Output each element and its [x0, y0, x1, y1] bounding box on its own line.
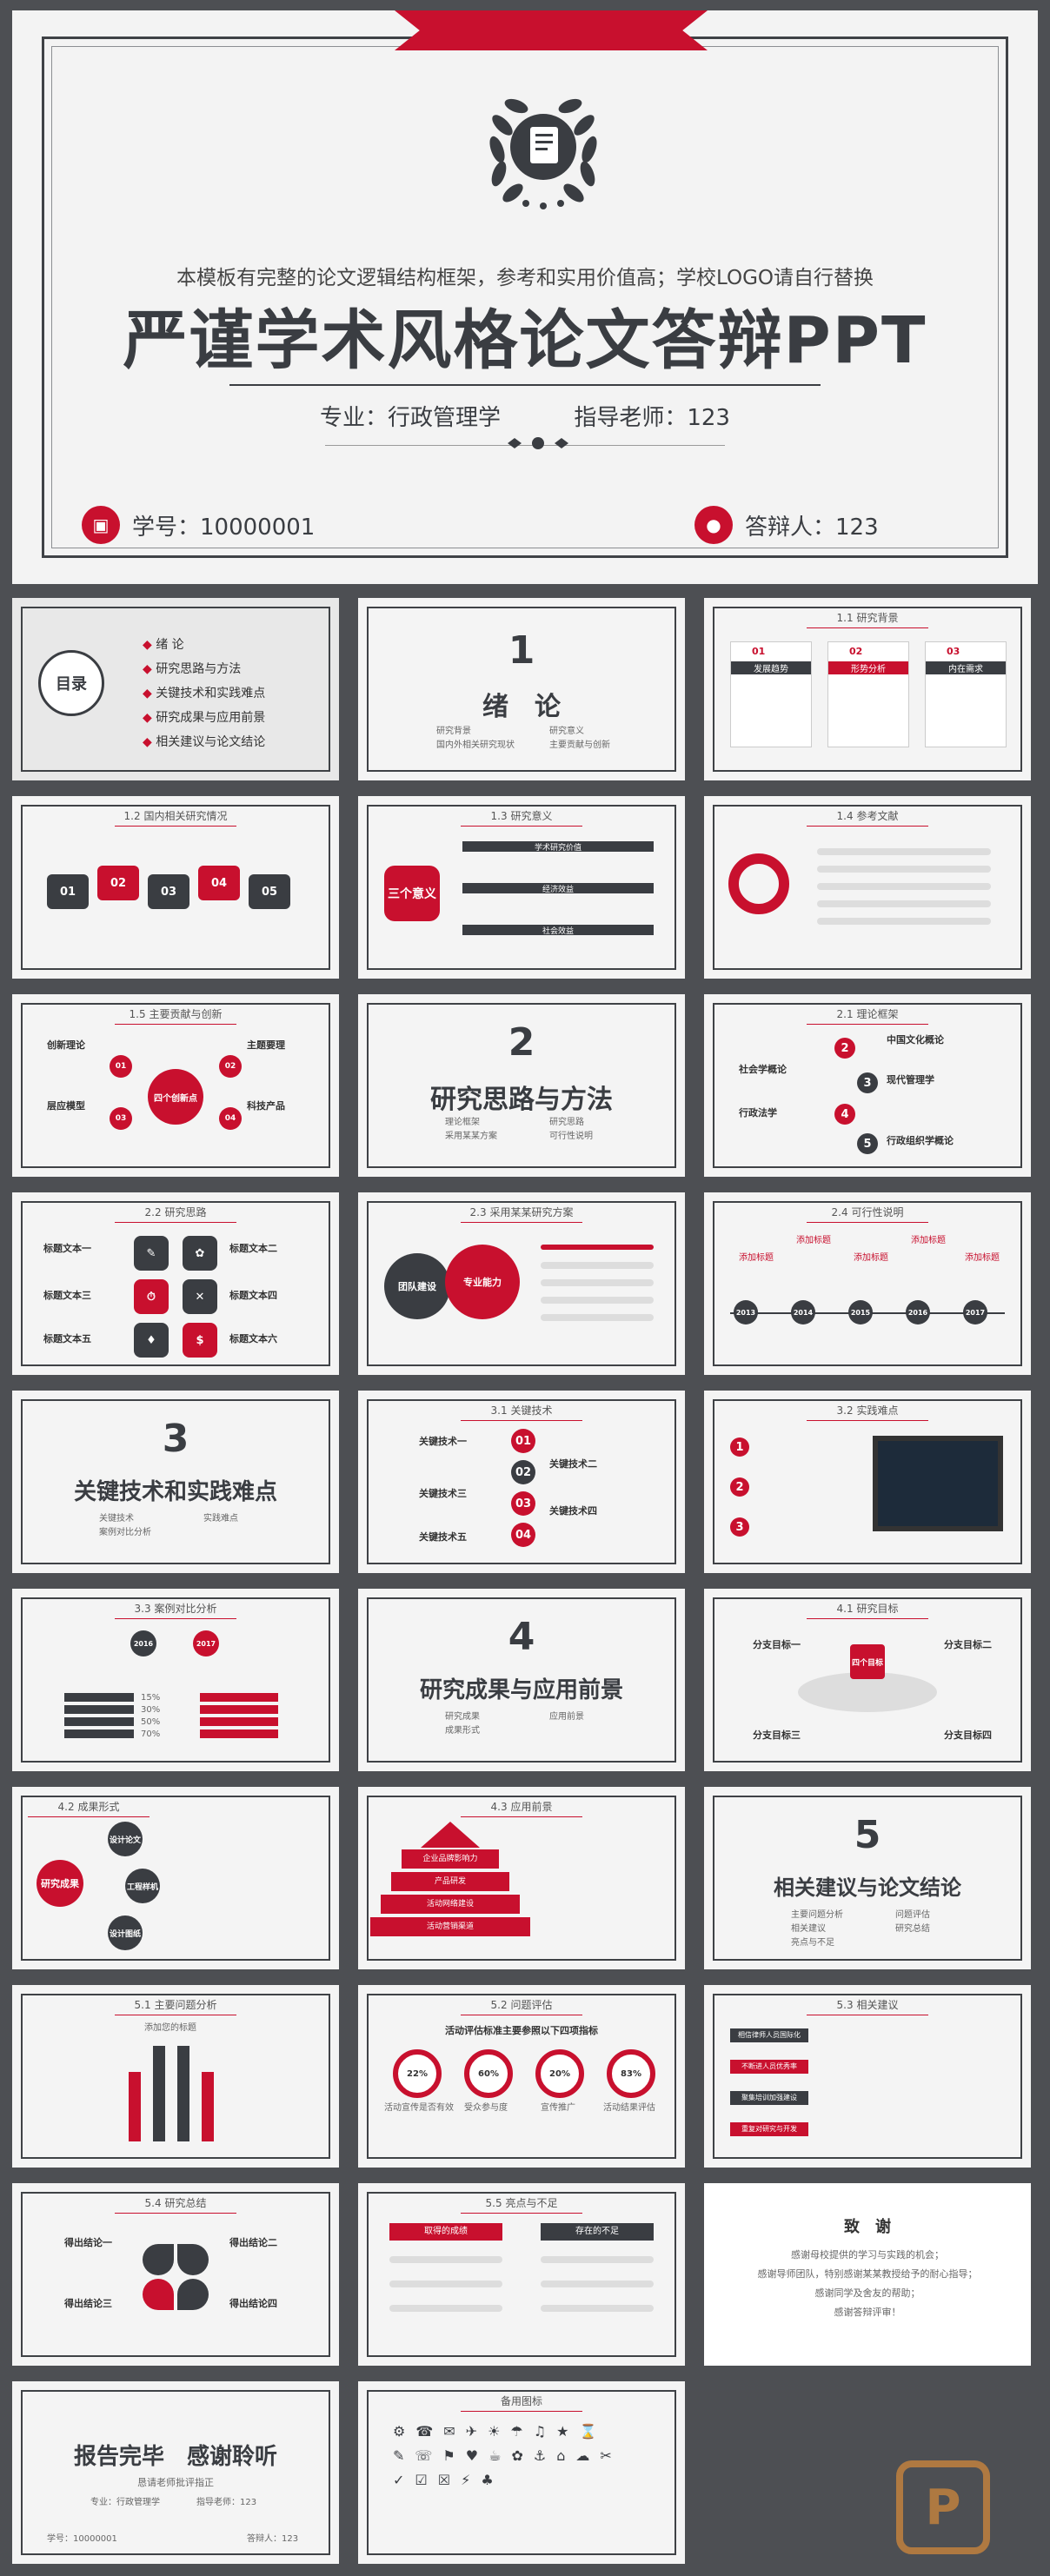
slide-section-5[interactable]: 5 相关建议与论文结论 主要问题分析 问题评估 相关建议 研究总结 亮点与不足	[704, 1787, 1031, 1969]
watermark-logo: P	[896, 2460, 990, 2554]
slide-title: 3.1 关键技术	[358, 1403, 685, 1421]
section-item: 国内外相关研究现状	[436, 740, 515, 750]
slide-toc[interactable]: 目录 ◆ 绪 论 ◆ 研究思路与方法 ◆ 关键技术和实践难点 ◆ 研究成果与应用…	[12, 598, 339, 780]
hero-subtitle: 本模板有完整的论文逻辑结构框架，参考和实用价值高；学校LOGO请自行替换	[176, 267, 874, 289]
slide-title: 1.2 国内相关研究情况	[12, 808, 339, 827]
defender-block: ● 答辩人：123	[694, 506, 879, 544]
toc-list: ◆ 绪 论 ◆ 研究思路与方法 ◆ 关键技术和实践难点 ◆ 研究成果与应用前景 …	[143, 633, 265, 754]
slide-1-4[interactable]: 1.4 参考文献	[704, 796, 1031, 979]
slide-5-5[interactable]: 5.5 亮点与不足 取得的成绩 存在的不足	[358, 2183, 685, 2366]
slide-title: 1.4 参考文献	[704, 808, 1031, 827]
slide-2-2[interactable]: 2.2 研究思路 ✎ ✿ ⏱ ✕ ♦ $ 标题文本一 标题文本二 标题文本三 标…	[12, 1192, 339, 1375]
student-id: 学号：10000001	[132, 514, 316, 541]
laptop-image	[873, 1436, 1003, 1531]
toc-item: ◆ 绪 论	[143, 638, 184, 652]
slide-4-3[interactable]: 4.3 应用前景 企业品牌影响力 产品研发 活动网络建设 活动营销渠道	[358, 1787, 685, 1969]
icon-grid: ⚙☎✉✈☀☂♫★⌛✎☏⚑♥☕✿⚓⌂☁✂✓☑☒⚡♣	[393, 2423, 622, 2488]
slide-title: 2.1 理论框架	[704, 1006, 1031, 1025]
slide-2-3[interactable]: 2.3 采用某某研究方案 团队建设 专业能力	[358, 1192, 685, 1375]
card: 02 形势分析	[827, 641, 909, 747]
slide-section-2[interactable]: 2 研究思路与方法 理论框架 研究思路 采用某某方案 可行性说明	[358, 994, 685, 1177]
slide-4-1[interactable]: 4.1 研究目标 四个目标 分支目标一 分支目标二 分支目标三 分支目标四	[704, 1589, 1031, 1771]
slide-5-3[interactable]: 5.3 相关建议 相信律师人员国际化 不断进人员优秀率 聚集培训加强建设 重复对…	[704, 1985, 1031, 2168]
slide-title: 5.1 主要问题分析	[12, 1997, 339, 2015]
title-slide: 本模板有完整的论文逻辑结构框架，参考和实用价值高；学校LOGO请自行替换 严谨学…	[12, 10, 1038, 584]
slide-section-4[interactable]: 4 研究成果与应用前景 研究成果 应用前景 成果形式	[358, 1589, 685, 1771]
slide-2-4[interactable]: 2.4 可行性说明 2013 2014 2015 2016 2017 添加标题 …	[704, 1192, 1031, 1375]
slide-5-1[interactable]: 5.1 主要问题分析 添加您的标题	[12, 1985, 339, 2168]
slide-thanks[interactable]: 致 谢 感谢母校提供的学习与实践的机会； 感谢导师团队，特别感谢某某教授给予的耐…	[704, 2183, 1031, 2366]
slide-title: 1.3 研究意义	[358, 808, 685, 827]
divider	[229, 384, 821, 386]
laurel-emblem-icon	[489, 98, 597, 209]
red-ribbon	[395, 10, 708, 50]
slide-1-1[interactable]: 1.1 研究背景 01 发展趋势 02 形势分析 03 内在需求	[704, 598, 1031, 780]
defender: 答辩人：123	[745, 514, 879, 541]
slide-end[interactable]: 报告完毕 感谢聆听 恳请老师批评指正 专业：行政管理学 指导老师：123 学号：…	[12, 2381, 339, 2564]
major-label: 专业：行政管理学	[320, 405, 502, 431]
toc-item: ◆ 关键技术和实践难点	[143, 687, 266, 700]
slide-5-4[interactable]: 5.4 研究总结 得出结论一 得出结论二 得出结论三 得出结论四	[12, 2183, 339, 2366]
slide-title: 备用图标	[358, 2393, 685, 2412]
slide-1-2[interactable]: 1.2 国内相关研究情况 01 02 03 04 05	[12, 796, 339, 979]
card: 01 发展趋势	[730, 641, 812, 747]
diamond-dots-icon	[508, 437, 568, 449]
slide-title: 4.3 应用前景	[358, 1799, 685, 1817]
slide-title: 1.5 主要贡献与创新	[12, 1006, 339, 1025]
magnifier-icon	[728, 853, 789, 914]
toc-item: ◆ 研究思路与方法	[143, 662, 242, 676]
section-number: 1	[508, 628, 535, 673]
person-icon: ●	[694, 506, 733, 544]
student-id-block: ▣ 学号：10000001	[82, 506, 315, 544]
slide-title: 2.4 可行性说明	[704, 1205, 1031, 1223]
slide-title: 2.2 研究思路	[12, 1205, 339, 1223]
card: 03 内在需求	[925, 641, 1007, 747]
hero-title: 严谨学术风格论文答辩PPT	[123, 303, 927, 378]
slide-section-1[interactable]: 1 绪 论 研究背景 研究意义 国内外相关研究现状 主要贡献与创新	[358, 598, 685, 780]
section-title: 绪 论	[482, 692, 561, 722]
slide-icons[interactable]: 备用图标 ⚙☎✉✈☀☂♫★⌛✎☏⚑♥☕✿⚓⌂☁✂✓☑☒⚡♣	[358, 2381, 685, 2564]
slide-2-1[interactable]: 2.1 理论框架 2 3 4 5 中国文化概论 社会学概论 现代管理学 行政法学…	[704, 994, 1031, 1177]
slide-1-3[interactable]: 1.3 研究意义 三个意义 学术研究价值 经济效益 社会效益	[358, 796, 685, 979]
slide-title: 5.2 问题评估	[358, 1997, 685, 2015]
section-item: 主要贡献与创新	[549, 740, 610, 750]
slide-section-3[interactable]: 3 关键技术和实践难点 关键技术 实践难点 案例对比分析	[12, 1391, 339, 1573]
slide-1-5[interactable]: 1.5 主要贡献与创新 四个创新点 01 02 03 04 创新理论 主题要理 …	[12, 994, 339, 1177]
slide-3-3[interactable]: 3.3 案例对比分析 2016 2017 15% 30% 50% 70%	[12, 1589, 339, 1771]
section-item: 研究意义	[549, 727, 584, 736]
toc-item: ◆ 研究成果与应用前景	[143, 711, 266, 725]
slide-title: 5.3 相关建议	[704, 1997, 1031, 2015]
id-card-icon: ▣	[82, 506, 120, 544]
slide-title: 3.2 实践难点	[704, 1403, 1031, 1421]
gear-icon: 团队建设	[384, 1253, 450, 1319]
hero-meta: 专业：行政管理学 指导老师：123	[12, 400, 1038, 432]
slide-title: 4.2 成果形式	[0, 1799, 339, 1817]
slide-title: 2.3 采用某某研究方案	[358, 1205, 685, 1223]
slide-4-2[interactable]: 4.2 成果形式 研究成果 设计论文 工程样机 设计图纸	[12, 1787, 339, 1969]
slide-title: 5.4 研究总结	[12, 2195, 339, 2214]
slide-title: 3.3 案例对比分析	[12, 1601, 339, 1619]
toc-emblem: 目录	[38, 650, 104, 716]
slide-title: 5.5 亮点与不足	[358, 2195, 685, 2214]
toc-item: ◆ 相关建议与论文结论	[143, 735, 266, 749]
slide-title: 4.1 研究目标	[704, 1601, 1031, 1619]
section-item: 研究背景	[436, 727, 471, 736]
gear-icon: 专业能力	[445, 1245, 520, 1319]
slide-title: 1.1 研究背景	[704, 610, 1031, 628]
slide-3-1[interactable]: 3.1 关键技术 01 02 03 04 关键技术一 关键技术二 关键技术三 关…	[358, 1391, 685, 1573]
slide-5-2[interactable]: 5.2 问题评估 活动评估标准主要参照以下四项指标 22% 60% 20% 83…	[358, 1985, 685, 2168]
dot-divider	[325, 445, 725, 446]
slide-3-2[interactable]: 3.2 实践难点 1 2 3	[704, 1391, 1031, 1573]
svg-text:P: P	[925, 2480, 960, 2536]
advisor-label: 指导老师：123	[574, 405, 730, 431]
